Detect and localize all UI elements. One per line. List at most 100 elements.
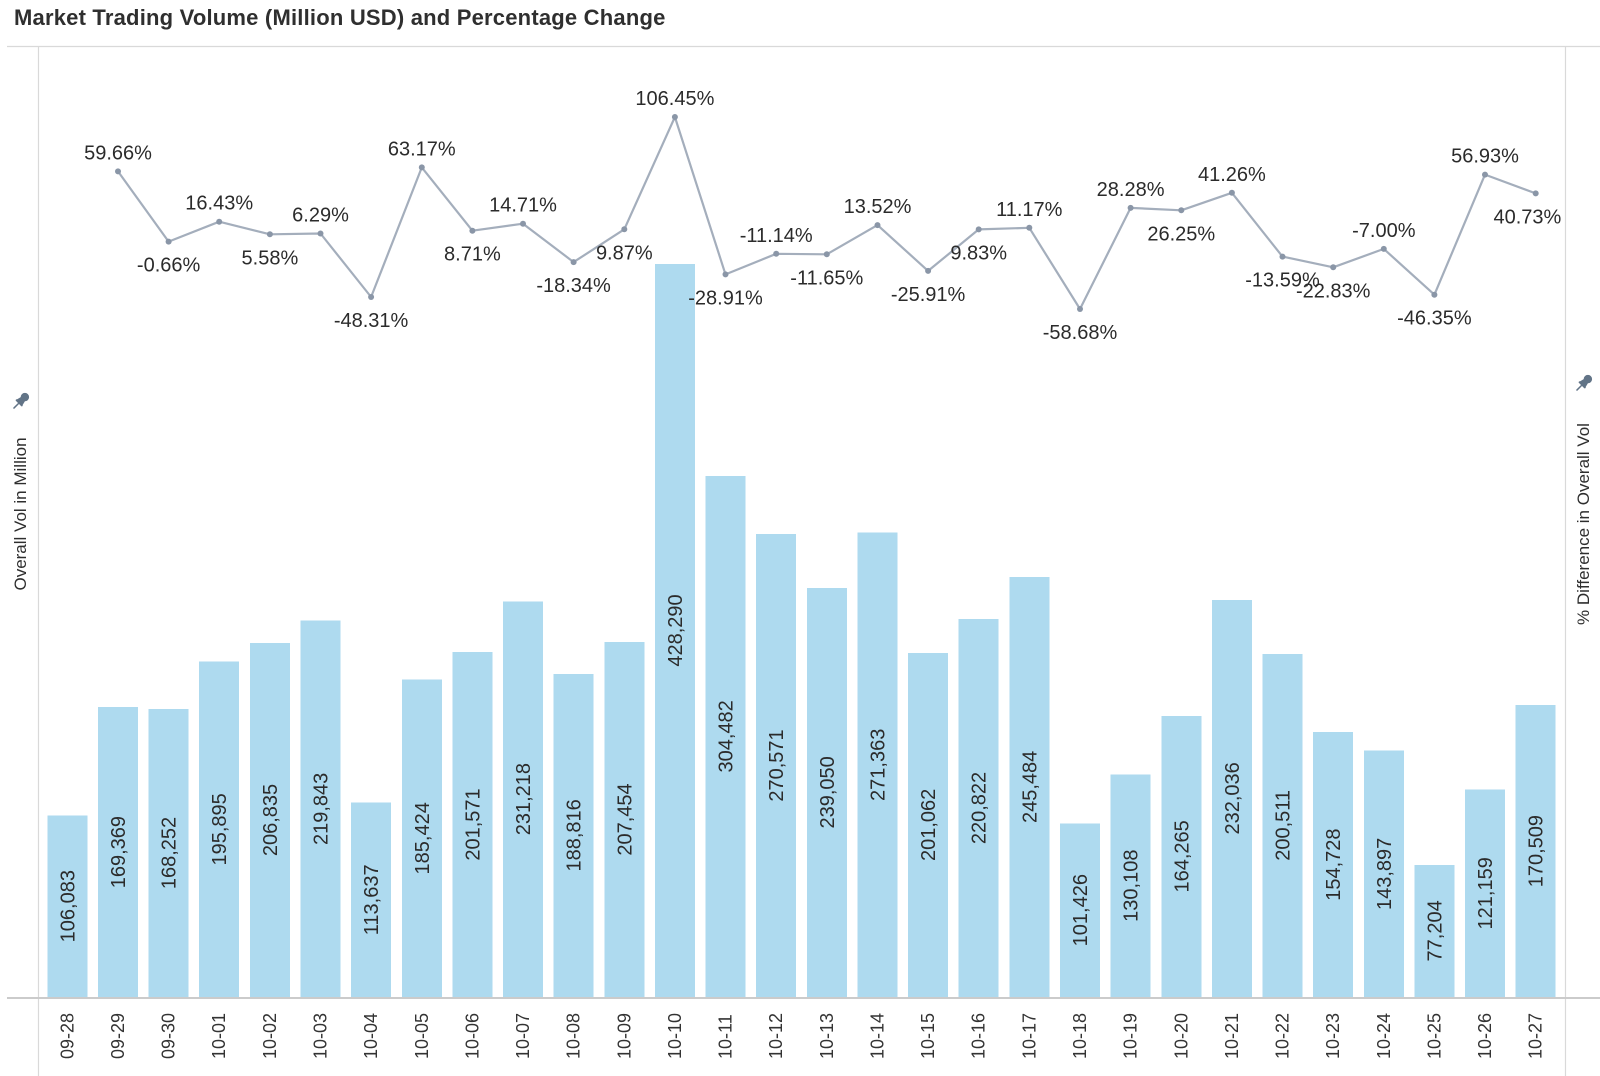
line-point-marker[interactable] [1077, 306, 1083, 312]
x-axis-date-label: 10-13 [817, 1013, 837, 1059]
pct-change-label: -48.31% [334, 310, 409, 332]
line-point-marker[interactable] [925, 267, 932, 274]
bar-mark[interactable] [1110, 774, 1151, 997]
pct-change-label: -11.65% [790, 267, 863, 289]
x-axis-date-label: 09-29 [108, 1013, 128, 1059]
pct-change-label: 9.87% [596, 242, 653, 264]
bar-mark[interactable] [604, 642, 645, 997]
bar-mark[interactable] [47, 815, 88, 997]
bar-value-label: 154,728 [1323, 828, 1345, 900]
bar-mark[interactable] [1313, 732, 1354, 997]
bar-mark[interactable] [806, 587, 847, 997]
line-point-marker[interactable] [1482, 171, 1488, 178]
bar-mark[interactable] [98, 707, 138, 997]
bar-value-label: 77,204 [1424, 900, 1446, 961]
bar-mark[interactable] [351, 802, 392, 998]
pct-change-label: 28.28% [1097, 179, 1165, 201]
bar-mark[interactable] [401, 679, 442, 997]
bar-mark[interactable] [1363, 750, 1404, 997]
x-axis-date-label: 10-05 [412, 1013, 432, 1059]
pct-change-label: 106.45% [635, 88, 714, 110]
pct-change-label: 5.58% [242, 247, 299, 269]
bar-mark[interactable] [503, 601, 543, 997]
line-point-marker[interactable] [1532, 190, 1539, 197]
x-axis-date-label: 10-01 [209, 1013, 229, 1059]
pushpin-icon[interactable] [1571, 371, 1597, 397]
x-axis-date-label: 10-15 [918, 1013, 938, 1059]
pct-change-label: 13.52% [844, 196, 912, 218]
line-point-marker[interactable] [1228, 189, 1235, 196]
line-point-marker[interactable] [823, 251, 830, 258]
line-point-marker[interactable] [1380, 245, 1387, 252]
bar-mark[interactable] [1262, 653, 1303, 997]
pct-change-label: -13.59% [1245, 270, 1320, 292]
bar-value-label: 304,482 [716, 700, 738, 772]
pct-change-label: 26.25% [1147, 223, 1215, 245]
line-point-marker[interactable] [317, 230, 324, 237]
pin-body [16, 396, 26, 406]
line-point-marker[interactable] [1026, 224, 1033, 231]
x-axis-date-label: 10-27 [1526, 1013, 1546, 1059]
line-point-marker[interactable] [1127, 204, 1134, 211]
x-axis-date-label: 10-11 [716, 1014, 736, 1059]
pct-change-label: 63.17% [388, 138, 456, 160]
bar-mark[interactable] [300, 620, 341, 997]
bar-mark[interactable] [1009, 576, 1050, 997]
bar-mark[interactable] [1515, 705, 1556, 997]
line-point-marker[interactable] [570, 259, 577, 266]
bar-mark[interactable] [756, 533, 797, 997]
bar-value-label: 195,895 [209, 793, 231, 865]
line-point-marker[interactable] [874, 222, 881, 229]
line-point-marker[interactable] [1431, 291, 1438, 298]
bar-mark[interactable] [654, 264, 695, 997]
pushpin-icon[interactable] [8, 389, 34, 415]
bar-mark[interactable] [1060, 823, 1100, 997]
line-point-marker[interactable] [621, 226, 628, 233]
pct-change-label: -22.83% [1296, 280, 1371, 302]
pin-needle [1576, 385, 1582, 391]
line-point-marker[interactable] [266, 231, 273, 238]
line-point-marker[interactable] [1330, 264, 1337, 271]
pct-change-label: 9.83% [950, 242, 1007, 264]
line-point-marker[interactable] [165, 238, 172, 245]
bar-value-label: 219,843 [311, 773, 333, 845]
bar-mark[interactable] [553, 673, 594, 997]
line-point-marker[interactable] [773, 250, 780, 257]
x-axis-date-label: 10-14 [868, 1013, 888, 1059]
bar-mark[interactable] [148, 709, 189, 997]
pct-change-label: 41.26% [1198, 164, 1266, 186]
bar-value-label: 232,036 [1222, 762, 1244, 834]
bar-mark[interactable] [1414, 864, 1455, 997]
pin-base [15, 399, 23, 407]
bar-value-label: 168,252 [159, 817, 181, 889]
pct-change-label: -11.14% [740, 225, 813, 247]
bar-mark[interactable] [249, 643, 290, 997]
line-point-marker[interactable] [671, 114, 678, 120]
bar-mark[interactable] [1465, 789, 1505, 997]
bar-mark[interactable] [199, 661, 240, 997]
bar-value-label: 170,509 [1526, 815, 1548, 887]
line-point-marker[interactable] [722, 271, 729, 278]
pin-needle [13, 403, 19, 409]
line-point-marker[interactable] [1178, 207, 1185, 214]
bar-mark[interactable] [1161, 715, 1202, 997]
line-point-marker[interactable] [418, 164, 425, 171]
line-point-marker[interactable] [1279, 253, 1286, 260]
line-point-marker[interactable] [115, 168, 121, 175]
x-axis-date-label: 10-19 [1121, 1013, 1141, 1059]
bar-mark[interactable] [908, 652, 949, 997]
x-axis-date-label: 10-25 [1424, 1013, 1444, 1059]
bar-mark[interactable] [705, 475, 746, 997]
x-axis-date-label: 10-20 [1171, 1013, 1191, 1059]
line-point-marker[interactable] [368, 294, 375, 300]
bar-mark[interactable] [857, 532, 898, 997]
bar-mark[interactable] [958, 619, 999, 997]
bar-mark[interactable] [452, 652, 493, 997]
line-point-marker[interactable] [520, 220, 526, 227]
line-point-marker[interactable] [975, 226, 982, 233]
pct-change-label: 11.17% [996, 199, 1063, 221]
line-point-marker[interactable] [216, 218, 223, 225]
line-point-marker[interactable] [469, 227, 476, 234]
bar-mark[interactable] [1211, 599, 1252, 997]
